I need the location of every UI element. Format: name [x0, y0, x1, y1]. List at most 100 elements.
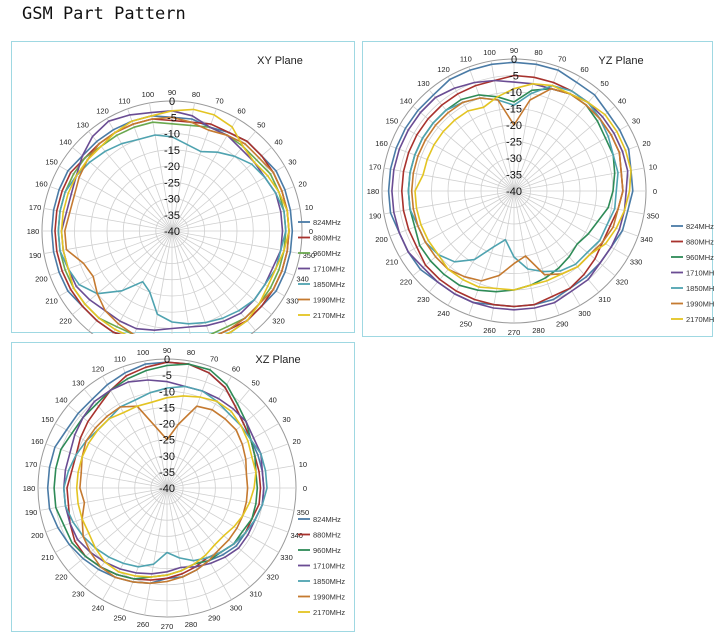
grid-spoke [171, 118, 238, 232]
chart-title: XY Plane [257, 55, 303, 67]
yz-plane-chart-panel: 0 10 20 30 40 50 60 70 80 90 100 110 120 130 140 150 160… [362, 41, 714, 337]
angle-label: 350 [303, 251, 316, 260]
grid-spoke [513, 124, 629, 192]
angle-label: 240 [437, 309, 450, 318]
grid-spoke [490, 60, 515, 192]
angle-label: 310 [249, 590, 262, 599]
legend-label: 1850MHz [313, 577, 345, 586]
angle-label: 250 [460, 320, 473, 329]
grid-spoke [112, 230, 173, 334]
grid-spoke [166, 487, 289, 533]
grid-spoke [428, 89, 515, 192]
angle-label: 30 [632, 117, 640, 126]
grid-spoke [166, 443, 289, 489]
angle-label: 210 [41, 553, 54, 562]
angle-label: 50 [257, 121, 265, 130]
grid-spoke [88, 230, 173, 331]
series-line-2170mhz [60, 108, 290, 334]
grid-spoke [513, 76, 581, 192]
angle-label: 80 [534, 48, 542, 57]
angle-label: 120 [437, 65, 450, 74]
radial-label: -15 [506, 104, 522, 116]
radial-label: -5 [167, 112, 177, 124]
angle-label: 80 [192, 90, 200, 99]
chart-title: YZ Plane [598, 55, 643, 67]
grid-spoke [171, 230, 256, 331]
grid-spoke [513, 190, 629, 258]
grid-spoke [55, 423, 168, 489]
grid-spoke [122, 487, 168, 610]
grid-spoke [171, 186, 295, 232]
grid-spoke [149, 102, 173, 232]
angle-label: 320 [272, 316, 285, 325]
grid-spoke [171, 147, 272, 232]
radial-label: -35 [164, 210, 180, 222]
polar-grid [37, 358, 297, 618]
radial-label: -15 [164, 145, 180, 157]
angle-label: 270 [508, 328, 521, 337]
angle-label: 60 [580, 65, 588, 74]
grid-spoke [67, 487, 168, 572]
grid-spoke [171, 108, 217, 232]
grid-spoke [106, 118, 173, 232]
radial-label: -10 [159, 386, 175, 398]
series-group [51, 108, 294, 334]
grid-spoke [412, 105, 515, 192]
angle-label: 330 [280, 553, 293, 562]
radial-label: -20 [159, 419, 175, 431]
series-line-1850mhz [57, 134, 287, 325]
legend-label: 960MHz [686, 253, 714, 262]
radial-label: 0 [164, 354, 170, 366]
grid-spoke [171, 230, 232, 334]
angle-label: 160 [375, 139, 388, 148]
radial-label: -35 [506, 170, 522, 182]
radial-label: -5 [509, 71, 519, 83]
angle-label: 70 [558, 55, 566, 64]
legend: 824MHz 880MHz 960MHz 1710MHz 1850MHz 1990MHz 2… [298, 218, 345, 320]
legend-label: 824MHz [313, 218, 341, 227]
yz-polar-chart: 0 10 20 30 40 50 60 70 80 90 100 110 120 130 140 150 160… [367, 46, 714, 337]
angle-label: 340 [290, 531, 303, 540]
angle-label: 130 [417, 79, 430, 88]
angle-label: 340 [296, 275, 309, 284]
grid-spoke [383, 167, 515, 192]
angle-label: 200 [375, 235, 388, 244]
grid-spoke [39, 465, 168, 489]
legend-label: 1990MHz [313, 593, 345, 602]
angle-label: 260 [483, 326, 496, 335]
grid-spoke [166, 487, 279, 553]
grid-spoke [72, 147, 173, 232]
page-title: GSM Part Pattern [22, 4, 186, 24]
grid-spoke [102, 376, 168, 489]
grid-spoke [399, 190, 515, 258]
grid-spoke [447, 76, 515, 192]
angle-label: 40 [269, 395, 277, 404]
radial-label: -25 [164, 177, 180, 189]
angle-label: 160 [35, 180, 48, 189]
angle-label: 110 [119, 96, 131, 105]
legend-label: 2170MHz [686, 315, 714, 324]
grid-spoke [67, 404, 168, 489]
grid-spoke [171, 131, 256, 232]
grid-spoke [122, 366, 168, 489]
angle-label: 20 [642, 139, 650, 148]
angle-label: 110 [460, 55, 472, 64]
legend-label: 960MHz [313, 546, 341, 555]
legend-label: 1850MHz [686, 284, 714, 293]
angle-label: 140 [55, 395, 68, 404]
grid-spoke [513, 190, 616, 277]
grid-spoke [171, 230, 301, 254]
grid-spoke [513, 167, 645, 192]
angle-label: 180 [367, 187, 380, 196]
legend-label: 2170MHz [313, 608, 345, 617]
radial-label: -15 [159, 402, 175, 414]
angle-label: 230 [72, 590, 85, 599]
angle-label: 130 [76, 121, 89, 130]
legend-label: 1850MHz [313, 280, 345, 289]
legend: 824MHz 880MHz 960MHz 1710MHz 1850MHz 1990MHz 2… [298, 515, 345, 617]
series-line-1990mhz [64, 116, 290, 334]
radial-label: -20 [506, 120, 522, 132]
angle-label: 200 [35, 275, 48, 284]
angle-label: 220 [400, 278, 413, 287]
radial-label: -30 [159, 451, 175, 463]
